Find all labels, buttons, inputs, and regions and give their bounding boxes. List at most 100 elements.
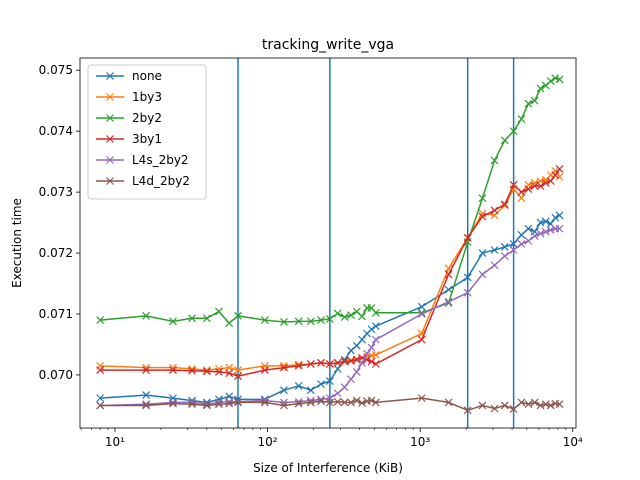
series-3by1	[96, 165, 564, 381]
point-1by3-7	[234, 366, 242, 375]
plot-area	[96, 58, 564, 428]
legend-label-3by1: 3by1	[132, 132, 162, 146]
point-2by2-5	[215, 307, 223, 316]
point-L4d_2by2-30	[524, 400, 533, 409]
point-L4s_2by2-30	[524, 236, 533, 245]
point-none-35	[551, 213, 560, 222]
point-none-13	[325, 377, 334, 385]
point-3by1-2	[169, 366, 177, 375]
point-L4s_2by2-28	[509, 246, 518, 254]
point-none-24	[463, 273, 472, 282]
point-L4s_2by2-18	[358, 358, 366, 367]
y-tick-label-3: 0.073	[39, 185, 73, 199]
point-L4d_2by2-18	[358, 399, 366, 407]
point-none-33	[541, 217, 550, 226]
point-2by2-12	[317, 316, 325, 325]
point-2by2-25	[478, 194, 487, 203]
point-2by2-8	[260, 316, 269, 325]
point-L4d_2by2-3	[188, 400, 196, 409]
point-none-22	[417, 302, 426, 311]
point-3by1-0	[96, 366, 105, 375]
point-2by2-34	[546, 77, 555, 86]
point-3by1-10	[294, 361, 303, 370]
point-L4s_2by2-24	[463, 288, 472, 297]
point-3by1-22	[417, 335, 426, 344]
legend-label-1by3: 1by3	[132, 90, 162, 104]
point-L4s_2by2-19	[363, 349, 371, 358]
point-2by2-1	[142, 311, 151, 320]
point-2by2-32	[536, 84, 545, 93]
point-L4d_2by2-16	[347, 398, 355, 407]
point-2by2-16	[347, 311, 355, 320]
point-L4s_2by2-20	[367, 343, 376, 352]
point-L4s_2by2-2	[169, 398, 177, 407]
legend: none 1by3 2by2 3by1 L4s_2by2 L4d_2by2	[87, 64, 207, 200]
point-L4d_2by2-2	[169, 399, 177, 408]
point-L4d_2by2-28	[509, 405, 518, 414]
point-L4s_2by2-29	[517, 239, 526, 248]
point-L4d_2by2-31	[530, 398, 539, 407]
point-1by3-29	[517, 194, 526, 203]
point-2by2-4	[202, 314, 211, 323]
point-none-27	[500, 243, 509, 251]
point-L4s_2by2-22	[417, 310, 426, 318]
point-2by2-27	[500, 136, 509, 145]
point-2by2-11	[306, 317, 315, 326]
point-L4s_2by2-26	[490, 261, 499, 270]
point-L4d_2by2-26	[490, 404, 499, 413]
point-2by2-29	[517, 115, 526, 123]
point-2by2-28	[509, 127, 518, 136]
point-L4d_2by2-17	[352, 396, 361, 405]
point-none-25	[478, 249, 487, 257]
point-L4s_2by2-23	[444, 297, 453, 306]
point-L4s_2by2-14	[333, 389, 342, 398]
point-3by1-7	[234, 372, 242, 381]
point-3by1-24	[463, 233, 472, 242]
point-3by1-35	[551, 171, 560, 179]
point-2by2-9	[280, 318, 288, 326]
legend-marker-L4d_2by2	[106, 177, 114, 185]
point-L4d_2by2-1	[142, 401, 151, 410]
point-3by1-27	[500, 200, 509, 209]
point-2by2-0	[96, 316, 105, 325]
point-2by2-31	[530, 96, 539, 105]
point-L4d_2by2-11	[306, 398, 315, 407]
point-L4d_2by2-0	[96, 401, 105, 410]
point-3by1-11	[306, 360, 315, 368]
point-L4d_2by2-22	[417, 394, 426, 403]
point-none-12	[317, 380, 325, 389]
legend-marker-3by1	[106, 135, 114, 143]
y-tick-label-1: 0.071	[39, 307, 73, 321]
point-L4s_2by2-21	[371, 335, 380, 344]
point-L4d_2by2-13	[325, 398, 334, 407]
point-3by1-15	[340, 357, 349, 366]
point-none-10	[294, 382, 303, 390]
point-none-0	[96, 394, 105, 403]
x-axis-label: Size of Interference (KiB)	[253, 461, 403, 475]
point-L4d_2by2-10	[294, 399, 303, 408]
point-none-29	[517, 230, 526, 239]
point-L4s_2by2-36	[555, 224, 564, 233]
y-tick-label-2: 0.072	[39, 246, 73, 260]
point-3by1-1	[142, 366, 151, 375]
point-1by3-10	[294, 360, 303, 369]
legend-box	[87, 64, 207, 200]
point-3by1-26	[490, 206, 499, 215]
point-3by1-36	[555, 165, 564, 173]
point-L4d_2by2-36	[555, 400, 564, 409]
point-none-1	[142, 391, 151, 400]
point-none-28	[509, 239, 518, 248]
point-L4d_2by2-4	[202, 401, 211, 410]
x-tick-label-2: 10³	[410, 435, 430, 449]
point-L4d_2by2-23	[444, 398, 453, 407]
point-none-9	[280, 386, 288, 395]
y-tick-label-4: 0.074	[39, 124, 73, 138]
point-none-11	[306, 386, 315, 395]
point-L4d_2by2-15	[340, 398, 349, 407]
point-none-18	[358, 335, 366, 344]
point-2by2-30	[524, 99, 533, 108]
point-3by1-5	[215, 367, 223, 376]
point-L4s_2by2-32	[536, 229, 545, 238]
legend-marker-L4s_2by2	[106, 156, 114, 164]
point-L4d_2by2-21	[371, 398, 380, 407]
